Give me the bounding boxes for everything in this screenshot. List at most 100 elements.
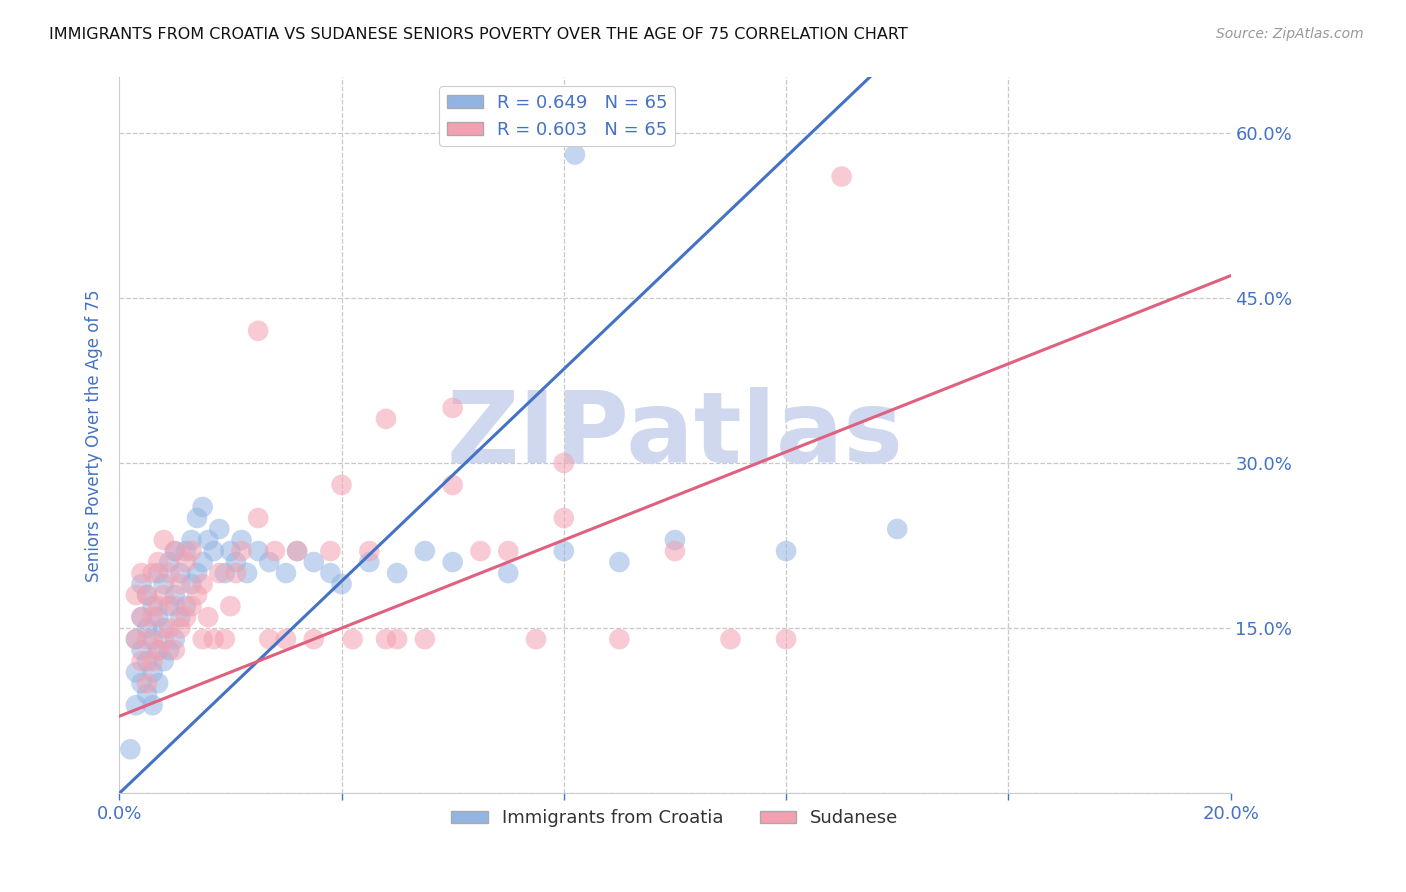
- Point: [219, 599, 242, 613]
- Point: [214, 632, 236, 647]
- Point: [259, 632, 281, 647]
- Point: [157, 566, 180, 580]
- Point: [125, 665, 148, 680]
- Point: [225, 566, 247, 580]
- Point: [359, 544, 381, 558]
- Point: [163, 588, 186, 602]
- Point: [152, 632, 174, 647]
- Text: ZIPatlas: ZIPatlas: [447, 387, 904, 483]
- Point: [247, 324, 270, 338]
- Point: [169, 577, 191, 591]
- Point: [142, 632, 165, 647]
- Point: [302, 555, 325, 569]
- Point: [375, 632, 398, 647]
- Point: [131, 643, 153, 657]
- Point: [136, 676, 159, 690]
- Point: [125, 632, 148, 647]
- Point: [136, 588, 159, 602]
- Point: [191, 632, 214, 647]
- Point: [886, 522, 908, 536]
- Point: [208, 522, 231, 536]
- Point: [146, 676, 169, 690]
- Point: [157, 643, 180, 657]
- Point: [163, 599, 186, 613]
- Point: [146, 610, 169, 624]
- Point: [169, 610, 191, 624]
- Point: [609, 632, 631, 647]
- Point: [131, 566, 153, 580]
- Text: IMMIGRANTS FROM CROATIA VS SUDANESE SENIORS POVERTY OVER THE AGE OF 75 CORRELATI: IMMIGRANTS FROM CROATIA VS SUDANESE SENI…: [49, 27, 908, 42]
- Point: [169, 621, 191, 635]
- Point: [775, 544, 797, 558]
- Point: [496, 566, 519, 580]
- Point: [191, 500, 214, 514]
- Point: [136, 621, 159, 635]
- Point: [131, 610, 153, 624]
- Point: [524, 632, 547, 647]
- Point: [413, 632, 436, 647]
- Y-axis label: Seniors Poverty Over the Age of 75: Seniors Poverty Over the Age of 75: [86, 289, 103, 582]
- Point: [831, 169, 853, 184]
- Point: [319, 566, 342, 580]
- Point: [152, 533, 174, 547]
- Point: [146, 555, 169, 569]
- Point: [157, 599, 180, 613]
- Point: [131, 577, 153, 591]
- Point: [125, 698, 148, 713]
- Text: Source: ZipAtlas.com: Source: ZipAtlas.com: [1216, 27, 1364, 41]
- Point: [609, 555, 631, 569]
- Point: [470, 544, 492, 558]
- Point: [330, 478, 353, 492]
- Point: [496, 544, 519, 558]
- Point: [131, 610, 153, 624]
- Point: [720, 632, 742, 647]
- Point: [231, 544, 253, 558]
- Point: [330, 577, 353, 591]
- Point: [342, 632, 364, 647]
- Point: [180, 544, 202, 558]
- Point: [208, 566, 231, 580]
- Point: [152, 577, 174, 591]
- Point: [152, 621, 174, 635]
- Point: [302, 632, 325, 647]
- Point: [174, 599, 197, 613]
- Point: [174, 544, 197, 558]
- Point: [125, 632, 148, 647]
- Point: [146, 566, 169, 580]
- Point: [157, 555, 180, 569]
- Point: [142, 698, 165, 713]
- Point: [274, 632, 297, 647]
- Point: [131, 676, 153, 690]
- Point: [553, 511, 575, 525]
- Point: [441, 401, 464, 415]
- Legend: Immigrants from Croatia, Sudanese: Immigrants from Croatia, Sudanese: [444, 802, 905, 834]
- Point: [157, 621, 180, 635]
- Point: [263, 544, 285, 558]
- Point: [169, 566, 191, 580]
- Point: [180, 599, 202, 613]
- Point: [197, 533, 219, 547]
- Point: [197, 610, 219, 624]
- Point: [120, 742, 142, 756]
- Point: [664, 544, 686, 558]
- Point: [163, 544, 186, 558]
- Point: [219, 544, 242, 558]
- Point: [146, 599, 169, 613]
- Point: [163, 643, 186, 657]
- Point: [664, 533, 686, 547]
- Point: [142, 610, 165, 624]
- Point: [259, 555, 281, 569]
- Point: [174, 555, 197, 569]
- Point: [180, 533, 202, 547]
- Point: [247, 544, 270, 558]
- Point: [775, 632, 797, 647]
- Point: [385, 632, 408, 647]
- Point: [131, 654, 153, 668]
- Point: [214, 566, 236, 580]
- Point: [136, 654, 159, 668]
- Point: [553, 544, 575, 558]
- Point: [125, 588, 148, 602]
- Point: [152, 588, 174, 602]
- Point: [359, 555, 381, 569]
- Point: [202, 544, 225, 558]
